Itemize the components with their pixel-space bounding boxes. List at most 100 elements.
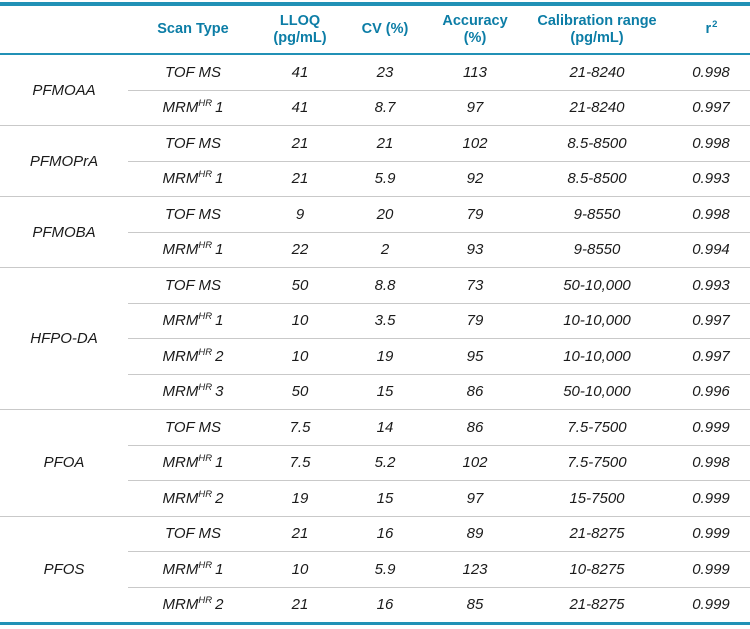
cv-cell: 16 — [342, 586, 428, 624]
compound-cell: PFOA — [0, 409, 128, 516]
scan-type-cell: TOF MS — [128, 196, 258, 232]
scan-type-cell: MRMHR 1 — [128, 231, 258, 268]
col-header-scan-type: Scan Type — [128, 4, 258, 55]
r-squared-cell: 0.999 — [672, 515, 750, 552]
col-header-cv: CV (%) — [342, 4, 428, 55]
scan-type-index: 1 — [215, 312, 224, 330]
scan-type-label: TOF MS — [164, 276, 222, 294]
cv-cell: 19 — [342, 338, 428, 374]
scan-type-index: 2 — [215, 489, 224, 507]
lloq-cell: 21 — [258, 515, 342, 552]
col-header-compound — [0, 4, 128, 55]
r-squared-cell: 0.998 — [692, 63, 730, 81]
scan-type-cell: TOF MS — [128, 267, 258, 303]
scan-type-cell: MRMHR 1 — [128, 160, 258, 197]
table-row: PFOA TOF MS 7.5 14 86 7.5-7500 0.999 — [0, 409, 750, 516]
scan-type-superscript: HR — [198, 595, 213, 607]
scan-type-cell: MRMHR 1 — [128, 302, 258, 339]
cv-cell: 5.2 — [342, 444, 428, 481]
accuracy-cell: 73 — [428, 267, 522, 303]
lloq-cell: 41 — [258, 89, 342, 126]
r-squared-exponent: 2 — [712, 18, 718, 30]
lloq-cell: 21 — [258, 125, 342, 161]
r-squared-cell: 0.999 — [672, 586, 750, 624]
accuracy-cell: 102 — [428, 444, 522, 481]
scan-type-label: TOF MS — [164, 525, 222, 543]
r-squared-base: r — [705, 20, 712, 37]
accuracy-cell: 89 — [428, 515, 522, 552]
scan-type-superscript: HR — [198, 559, 213, 571]
scan-type-superscript: HR — [198, 311, 213, 323]
table-row: PFMOPrA TOF MS 21 21 102 8.5-8500 0.998 — [0, 125, 750, 197]
scan-type-index: 2 — [215, 596, 224, 614]
calibration-range-cell: 8.5-8500 — [522, 125, 672, 161]
accuracy-cell: 79 — [428, 302, 522, 339]
scan-type-cell: TOF MS — [128, 54, 258, 90]
scan-type-label: MRM — [162, 383, 199, 401]
table-row: MRMHR 3 50 15 86 50-10,000 0.996 — [0, 373, 750, 410]
cv-cell: 20 — [342, 196, 428, 232]
accuracy-cell: 86 — [428, 409, 522, 445]
r-squared-cell: 0.993 — [672, 267, 750, 303]
scan-type-superscript: HR — [198, 488, 213, 500]
table-body: PFMOAA TOF MS 41 23 113 21-8240 0.998 MRMHR 1 41 8… — [0, 54, 750, 624]
table-row: PFOS TOF MS 21 16 89 21-8275 0.999 — [0, 515, 750, 624]
scan-type-cell: TOF MS — [128, 125, 258, 161]
r-squared-cell: 0.999 — [672, 409, 750, 445]
scan-type-label: MRM — [162, 560, 199, 578]
scan-type-superscript: HR — [198, 240, 213, 252]
compound-cell: PFMOAA — [32, 81, 96, 99]
scan-type-superscript: HR — [198, 453, 213, 465]
scan-type-index: 1 — [215, 454, 224, 472]
cv-cell: 16 — [342, 515, 428, 552]
calibration-range-cell: 15-7500 — [522, 480, 672, 516]
scan-type-index: 1 — [215, 241, 224, 259]
lloq-cell: 22 — [258, 231, 342, 268]
table-row: MRMHR 1 10 3.5 79 10-10,000 0.997 — [0, 302, 750, 339]
cv-cell: 14 — [342, 409, 428, 445]
table-row: PFMOAA TOF MS 41 23 113 21-8240 0.998 — [0, 54, 750, 99]
col-header-accuracy: Accuracy (%) — [428, 4, 522, 55]
r-squared-cell: 0.994 — [672, 231, 750, 268]
scan-type-cell: TOF MS — [128, 409, 258, 445]
scan-type-label: MRM — [162, 489, 199, 507]
compound-cell: PFMOPrA — [0, 125, 128, 197]
cv-cell: 21 — [342, 125, 428, 161]
table-row: PFMOBA TOF MS 9 20 79 9-8550 0.998 — [0, 196, 750, 268]
lloq-cell: 50 — [258, 267, 342, 303]
table-row: HFPO-DA TOF MS 50 8.8 73 50-10,000 0.993 — [0, 267, 750, 410]
calibration-range-cell: 50-10,000 — [522, 373, 672, 410]
calibration-range-cell: 21-8275 — [522, 586, 672, 624]
scan-type-index: 1 — [215, 560, 224, 578]
accuracy-cell: 123 — [428, 551, 522, 587]
scan-type-label: MRM — [162, 241, 199, 259]
r-squared-cell: 0.997 — [672, 302, 750, 339]
scan-type-label: MRM — [162, 596, 199, 614]
r-squared-cell: 0.993 — [672, 160, 750, 197]
scan-type-cell: MRMHR 1 — [128, 444, 258, 481]
accuracy-cell: 102 — [428, 125, 522, 161]
scan-type-cell: MRMHR 2 — [128, 480, 258, 516]
accuracy-cell: 93 — [428, 231, 522, 268]
cv-cell: 15 — [342, 480, 428, 516]
calibration-range-cell: 7.5-7500 — [522, 409, 672, 445]
accuracy-cell: 92 — [428, 160, 522, 197]
calibration-range-cell: 21-8240 — [522, 89, 672, 126]
scan-type-label: TOF MS — [164, 63, 222, 81]
compound-cell: PFMOBA — [0, 196, 128, 268]
table-row: MRMHR 1 22 2 93 9-8550 0.994 — [0, 231, 750, 268]
lloq-cell: 10 — [258, 551, 342, 587]
col-header-lloq: LLOQ (pg/mL) — [258, 4, 342, 55]
table-row: MRMHR 1 41 8.7 97 21-8240 0.997 — [0, 89, 750, 126]
lloq-cell: 7.5 — [258, 444, 342, 481]
r-squared-cell: 0.999 — [672, 551, 750, 587]
table-row: MRMHR 2 21 16 85 21-8275 0.999 — [0, 586, 750, 624]
scan-type-cell: MRMHR 2 — [128, 338, 258, 374]
scan-type-label: MRM — [162, 99, 199, 117]
scan-type-label: MRM — [162, 170, 199, 188]
header-row: Scan Type LLOQ (pg/mL) CV (%) Accuracy (… — [0, 4, 750, 55]
table-row: MRMHR 1 21 5.9 92 8.5-8500 0.993 — [0, 160, 750, 197]
accuracy-cell: 95 — [428, 338, 522, 374]
